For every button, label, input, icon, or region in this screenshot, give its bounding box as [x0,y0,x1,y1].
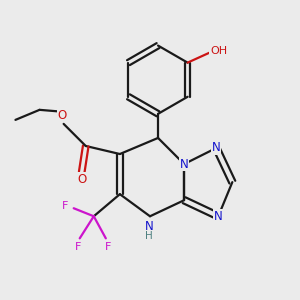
Text: F: F [105,242,111,252]
Text: OH: OH [210,46,227,56]
Text: N: N [212,142,220,154]
Text: H: H [145,231,153,241]
Text: F: F [62,201,68,211]
Text: O: O [77,173,86,186]
Text: F: F [74,242,81,252]
Text: N: N [214,210,223,223]
Text: O: O [58,109,67,122]
Text: N: N [180,158,188,171]
Text: N: N [145,220,154,233]
